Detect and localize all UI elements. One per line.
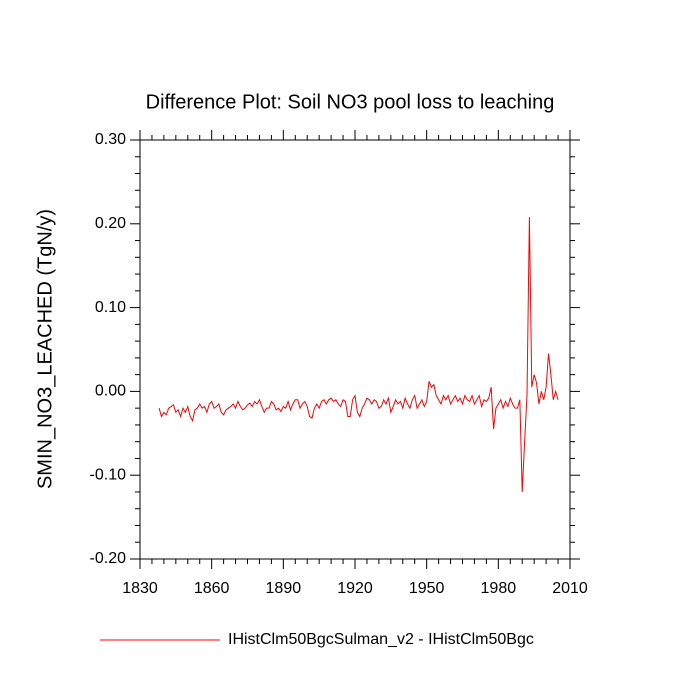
data-line (158, 217, 559, 492)
y-tick-label: -0.10 (90, 466, 127, 483)
x-tick-label: 1830 (122, 580, 158, 597)
x-tick-label: 1890 (266, 580, 302, 597)
y-tick-label: 0.30 (95, 131, 126, 148)
x-tick-label: 1860 (194, 580, 230, 597)
plot-frame (139, 139, 571, 560)
legend-label: IHistClm50BgcSulman_v2 - IHistClm50Bgc (228, 631, 534, 648)
y-tick-label: 0.10 (95, 299, 126, 316)
x-tick-label: 1950 (409, 580, 445, 597)
x-tick-label: 2010 (552, 580, 588, 597)
y-axis-label: SMIN_NO3_LEACHED (TgN/y) (34, 209, 56, 489)
y-tick-label: 0.20 (95, 215, 126, 232)
x-tick-label: 1920 (337, 580, 373, 597)
y-tick-label: -0.20 (90, 550, 127, 567)
x-tick-label: 1980 (481, 580, 517, 597)
chart-title: Difference Plot: Soil NO3 pool loss to l… (146, 91, 555, 113)
y-tick-label: 0.00 (95, 383, 126, 400)
